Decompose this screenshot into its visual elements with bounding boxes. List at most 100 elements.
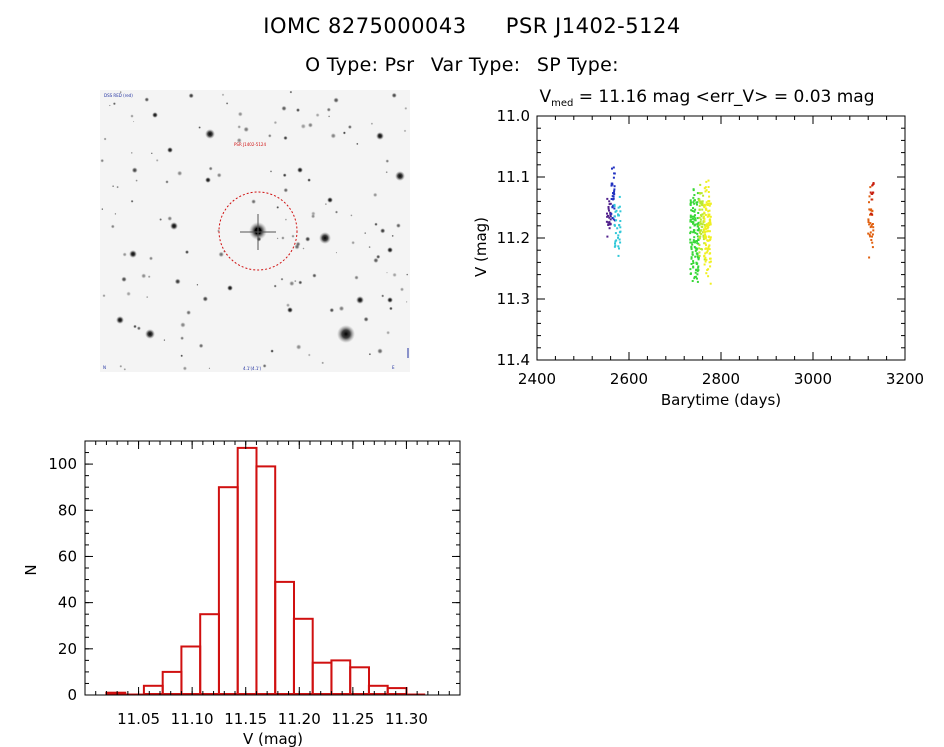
data-point	[705, 201, 708, 204]
x-tick-label: 11.05	[117, 710, 160, 728]
data-point	[707, 275, 710, 278]
data-point	[607, 221, 610, 224]
star	[363, 316, 369, 322]
histogram-bar	[292, 617, 314, 695]
data-point	[707, 200, 710, 203]
bright-star	[167, 147, 173, 153]
data-point	[611, 217, 614, 219]
histogram-bar	[330, 659, 352, 696]
star	[148, 256, 154, 261]
star	[289, 280, 295, 287]
star	[386, 330, 391, 335]
data-point	[613, 172, 616, 175]
data-point	[701, 213, 704, 216]
data-point	[696, 240, 698, 242]
data-point	[608, 209, 610, 212]
data-point	[704, 260, 707, 263]
data-point	[699, 218, 702, 221]
data-point	[704, 242, 707, 245]
data-point	[689, 241, 692, 244]
data-point	[709, 260, 712, 263]
star	[163, 339, 166, 342]
data-point	[693, 210, 696, 213]
star	[399, 287, 405, 292]
data-point	[613, 188, 616, 191]
data-point	[614, 244, 617, 247]
data-point	[610, 198, 613, 200]
star	[385, 159, 390, 164]
data-point	[618, 224, 621, 227]
data-point	[708, 204, 711, 207]
data-point	[698, 224, 701, 227]
star	[110, 224, 115, 229]
data-point	[708, 230, 711, 233]
data-point	[708, 221, 711, 224]
star	[133, 324, 137, 329]
data-point	[612, 218, 615, 221]
star	[144, 97, 150, 102]
star	[218, 251, 224, 258]
histogram-x-label: V (mag)	[243, 730, 303, 747]
data-point	[700, 232, 703, 235]
star	[283, 187, 289, 193]
histogram-bar	[199, 613, 220, 696]
data-point	[691, 253, 694, 256]
star	[368, 353, 372, 356]
data-point	[703, 211, 706, 214]
star	[280, 277, 284, 281]
data-point	[696, 277, 698, 280]
data-point	[698, 235, 701, 238]
data-point	[697, 239, 700, 241]
star	[302, 247, 305, 250]
data-point	[697, 221, 700, 224]
histogram-bar	[161, 670, 183, 696]
data-point	[609, 214, 612, 217]
star	[376, 254, 381, 259]
star	[116, 185, 119, 189]
star	[289, 90, 293, 94]
data-point	[696, 232, 699, 235]
data-point	[610, 212, 613, 215]
data-point	[698, 247, 701, 250]
data-point	[705, 180, 708, 183]
data-point	[703, 254, 706, 257]
data-point	[704, 236, 707, 239]
data-point	[868, 256, 871, 259]
data-point	[605, 220, 608, 223]
data-point	[703, 228, 706, 231]
data-point	[698, 254, 701, 257]
bright-star	[170, 222, 178, 230]
star	[123, 368, 127, 371]
data-point	[709, 257, 711, 260]
data-point	[704, 256, 707, 259]
star	[284, 218, 288, 221]
star	[135, 179, 138, 182]
star	[300, 123, 306, 129]
star	[330, 133, 337, 139]
star	[101, 208, 104, 211]
data-point	[707, 230, 710, 233]
data-point	[694, 275, 697, 278]
star	[159, 218, 163, 221]
star-field	[100, 90, 409, 371]
data-point	[607, 224, 610, 226]
star	[312, 273, 317, 278]
histogram-bar	[180, 645, 202, 695]
data-point	[689, 268, 692, 271]
bright-star	[145, 329, 155, 339]
star	[177, 170, 183, 176]
data-point	[608, 203, 611, 206]
data-point	[708, 213, 711, 216]
data-point	[689, 214, 692, 217]
data-point	[705, 225, 708, 227]
star	[310, 214, 316, 219]
data-point	[618, 195, 621, 198]
star	[347, 124, 352, 130]
data-point	[608, 227, 611, 230]
data-point	[690, 241, 693, 244]
star	[307, 353, 311, 357]
data-point	[691, 221, 694, 223]
bright-star	[129, 250, 137, 258]
star	[342, 131, 346, 135]
sky-image-panel: DSS RED (red) PSR J1402-5124 4.1'(4.1') …	[100, 90, 410, 372]
